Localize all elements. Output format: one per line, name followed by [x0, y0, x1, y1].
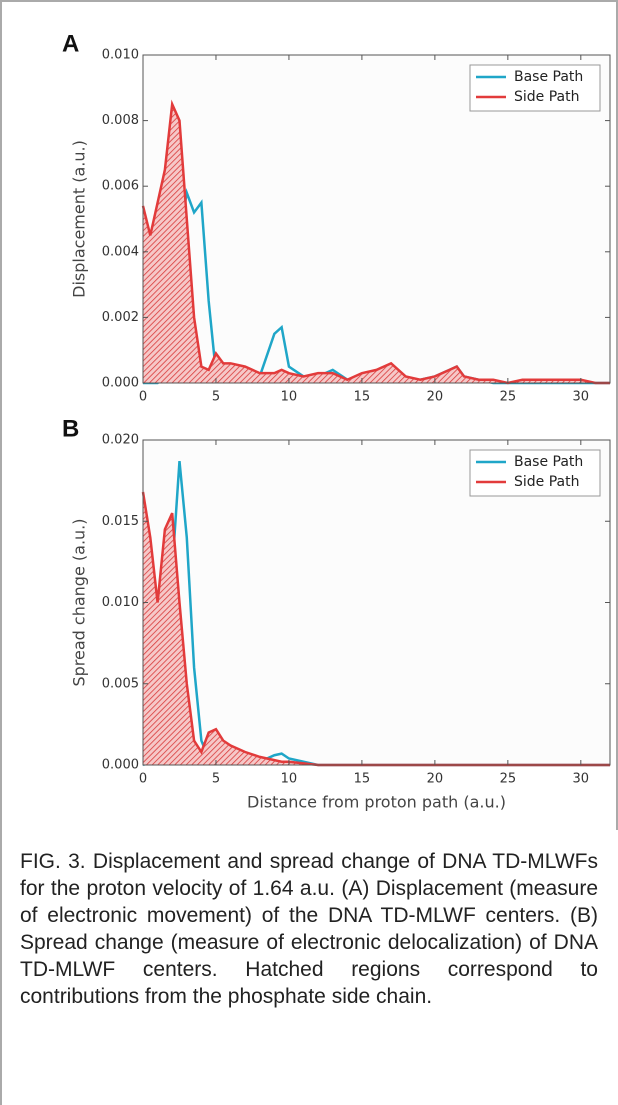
y-tick-label: 0.010 [102, 595, 139, 610]
y-tick-label: 0.010 [102, 48, 139, 63]
y-tick-label: 0.002 [102, 310, 139, 325]
x-tick-label: 10 [281, 772, 298, 787]
legend-label: Side Path [514, 474, 579, 490]
x-tick-label: 15 [354, 772, 371, 787]
legend-label: Base Path [514, 69, 583, 85]
legend-box [469, 449, 601, 497]
legend-box [469, 64, 601, 112]
hatch-area [143, 104, 610, 383]
x-tick-label: 0 [139, 390, 147, 405]
y-axis-label: Spread change (a.u.) [70, 519, 89, 687]
legend-label: Side Path [514, 89, 579, 105]
y-tick-label: 0.006 [102, 179, 139, 194]
panel-label: B [62, 415, 79, 442]
caption: FIG. 3. Displacement and spread change o… [20, 850, 598, 1008]
y-tick-label: 0.004 [102, 244, 139, 259]
panel-label: A [62, 30, 79, 57]
y-tick-label: 0.000 [102, 376, 139, 391]
x-tick-label: 0 [139, 772, 147, 787]
plot-border [142, 54, 611, 384]
x-tick-label: 15 [354, 390, 371, 405]
x-tick-label: 25 [500, 772, 517, 787]
x-axis-label: Distance from proton path (a.u.) [247, 793, 506, 812]
frame-line [0, 828, 2, 1105]
figure: 0.000 0.002 0.004 0.006 0.008 0.010 0 5 10 15 20 25… [62, 30, 611, 812]
y-tick-label: 0.008 [102, 113, 139, 128]
y-tick-label: 0.020 [102, 433, 139, 448]
y-tick-label: 0.005 [102, 676, 139, 691]
x-tick-label: 10 [281, 390, 298, 405]
y-axis-label: Displacement (a.u.) [70, 140, 89, 298]
x-tick-label: 25 [500, 390, 517, 405]
y-tick-label: 0.000 [102, 758, 139, 773]
x-tick-label: 20 [427, 390, 444, 405]
x-tick-label: 30 [573, 390, 590, 405]
x-tick-label: 20 [427, 772, 444, 787]
x-tick-label: 5 [212, 772, 220, 787]
figure-frame [0, 0, 618, 830]
y-tick-label: 0.015 [102, 514, 139, 529]
hatch-area [143, 492, 610, 765]
x-tick-label: 30 [573, 772, 590, 787]
series-line [141, 99, 610, 385]
legend-label: Base Path [514, 454, 583, 470]
x-tick-label: 5 [212, 390, 220, 405]
